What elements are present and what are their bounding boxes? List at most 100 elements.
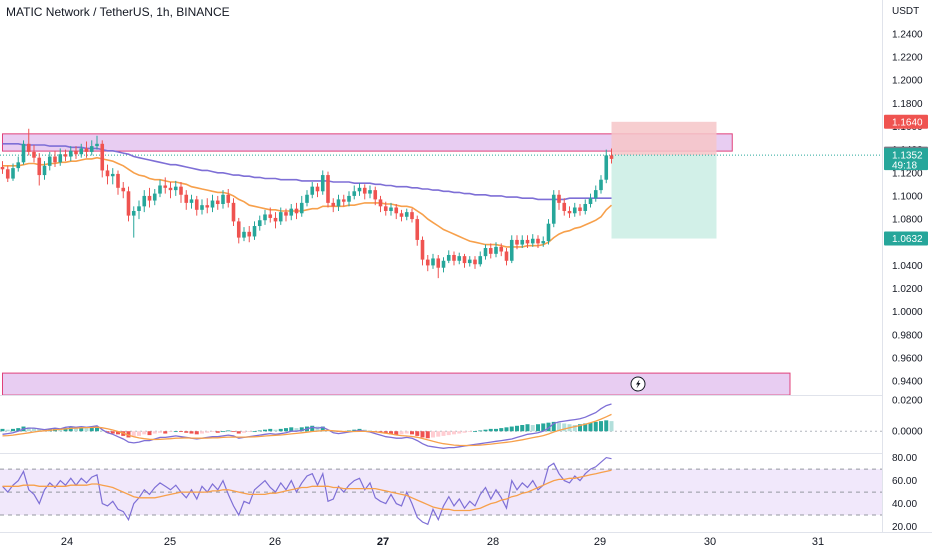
macd-histogram-bar (315, 426, 320, 432)
macd-histogram-bar (609, 421, 614, 432)
macd-histogram-bar (273, 429, 278, 432)
stop-loss-zone (611, 121, 717, 156)
price-tick-label: 1.1000 (892, 191, 923, 202)
macd-histogram-bar (268, 428, 273, 432)
price-tick-label: 1.0200 (892, 284, 923, 295)
candle-body (567, 210, 572, 214)
candle-body (373, 190, 378, 200)
candle-body (242, 231, 246, 238)
macd-histogram-bar (184, 431, 189, 433)
time-tick-label: 27 (377, 536, 389, 548)
take-profit-zone (611, 155, 717, 239)
macd-histogram-bar (410, 431, 414, 435)
candle-body (536, 238, 540, 244)
time-tick-label: 24 (61, 536, 73, 548)
macd-histogram-bar (11, 428, 15, 432)
macd-histogram-bar (0, 428, 5, 432)
candle-body (557, 194, 561, 203)
candle-body (551, 194, 556, 224)
macd-histogram-bar (399, 431, 404, 435)
candle-body (247, 231, 252, 237)
candle-body (362, 187, 367, 194)
candle-body (415, 219, 420, 240)
candle-body (100, 143, 105, 171)
candle-body (389, 207, 393, 211)
price-tick-label: 0.9400 (892, 377, 923, 388)
macd-histogram-bar (462, 431, 467, 433)
candle-body (515, 239, 519, 245)
zone-resistance (2, 133, 733, 152)
macd-histogram-bar (599, 421, 603, 432)
candle-body (257, 220, 262, 227)
macd-histogram-bar (278, 428, 283, 432)
candle-body (410, 212, 414, 220)
time-tick-label: 25 (164, 536, 176, 548)
macd-histogram-bar (68, 427, 73, 432)
macd-histogram-bar (436, 431, 441, 437)
time-tick-label: 31 (812, 536, 824, 548)
candle-body (604, 155, 609, 180)
lightning-bolt-icon (636, 379, 641, 389)
macd-histogram-bar (457, 431, 462, 434)
candle-body (131, 210, 136, 216)
macd-histogram-bar (294, 428, 299, 432)
macd-histogram-bar (284, 428, 288, 432)
macd-histogram-bar (446, 431, 451, 436)
macd-histogram-bar (100, 430, 105, 432)
candle-body (200, 205, 204, 210)
candle-body (483, 248, 488, 257)
target-price-label: 1.0632 (892, 234, 923, 245)
candle-body (158, 185, 162, 194)
price-tick-label: 1.2000 (892, 76, 923, 87)
candle-body (473, 259, 477, 265)
rsi-tick-label: 60.00 (892, 476, 917, 487)
macd-histogram-bar (536, 424, 540, 432)
candle-body (499, 246, 504, 252)
macd-histogram-bar (504, 427, 509, 432)
macd-histogram-bar (415, 431, 420, 436)
macd-histogram-bar (394, 431, 399, 436)
rsi-tick-label: 80.00 (892, 453, 917, 464)
time-tick-label: 30 (704, 536, 716, 548)
macd-histogram-bar (583, 423, 588, 432)
target-price-label-bg (884, 231, 928, 246)
macd-signal-line (2, 413, 612, 447)
candle-body (42, 165, 47, 176)
candle-body (509, 239, 514, 261)
candle-body (425, 259, 430, 266)
price-tick-label: 0.9600 (892, 354, 923, 365)
macd-histogram-bar (562, 423, 567, 432)
macd-histogram-bar (63, 428, 68, 432)
macd-histogram-bar (105, 431, 110, 433)
macd-histogram-bar (74, 428, 78, 432)
candle-body (84, 148, 89, 152)
candle-body (121, 187, 126, 192)
macd-histogram-bar (551, 421, 556, 432)
candle-body (79, 148, 84, 155)
macd-histogram-bar (168, 431, 173, 433)
candle-body (488, 248, 493, 254)
macd-histogram-bar (79, 427, 84, 432)
position-layer (0, 121, 882, 239)
candle-body (572, 207, 577, 214)
price-tick-label: 1.0800 (892, 215, 923, 226)
macd-histogram-bar (441, 431, 446, 436)
countdown-label: 49:18 (892, 161, 917, 172)
macd-histogram-bar (58, 428, 63, 432)
macd-histogram-bar (89, 427, 94, 432)
candle-body (599, 179, 603, 191)
macd-histogram-bar (467, 431, 472, 433)
macd-histogram-bar (26, 427, 31, 432)
macd-histogram-bar (452, 431, 456, 435)
candle-body (305, 194, 309, 203)
candle-body (273, 217, 278, 222)
candle-body (347, 195, 351, 202)
currency-label: USDT (892, 6, 919, 17)
candle-body (47, 156, 52, 166)
macd-histogram-bar (588, 422, 593, 432)
macd-histogram-bar (352, 429, 357, 432)
macd-histogram-bar (263, 429, 267, 432)
candle-body (5, 169, 10, 179)
